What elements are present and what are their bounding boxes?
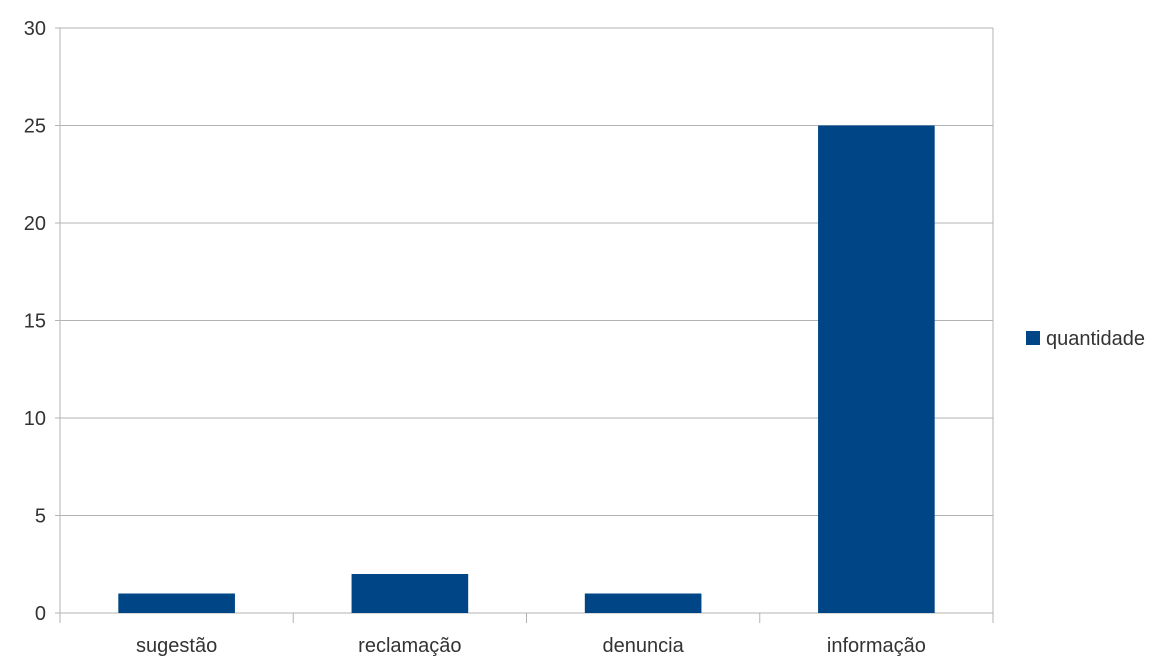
bars [118,125,935,613]
y-tick-label: 20 [24,213,46,235]
legend: quantidade [1026,328,1145,350]
bar-0 [118,593,235,613]
y-tick-label: 0 [35,603,46,625]
y-tick-label: 5 [35,506,46,528]
y-tick-label: 10 [24,408,46,430]
bar-3 [818,125,935,613]
x-tick-label: denuncia [603,635,685,657]
x-tick-label: informação [827,635,926,657]
y-tick-label: 25 [24,116,46,138]
x-tick-label: reclamação [358,635,461,657]
legend-label-quantidade: quantidade [1046,328,1145,350]
bar-1 [351,574,469,613]
x-tick-label: sugestão [136,635,217,657]
gridlines [60,27,993,614]
bar-2 [584,593,702,613]
axes: 0 5 10 15 20 25 30 sugestão reclamação denuncia in… [24,18,994,657]
y-tick-label: 15 [24,311,46,333]
y-tick-label: 30 [24,18,46,40]
legend-swatch-quantidade [1026,331,1040,345]
